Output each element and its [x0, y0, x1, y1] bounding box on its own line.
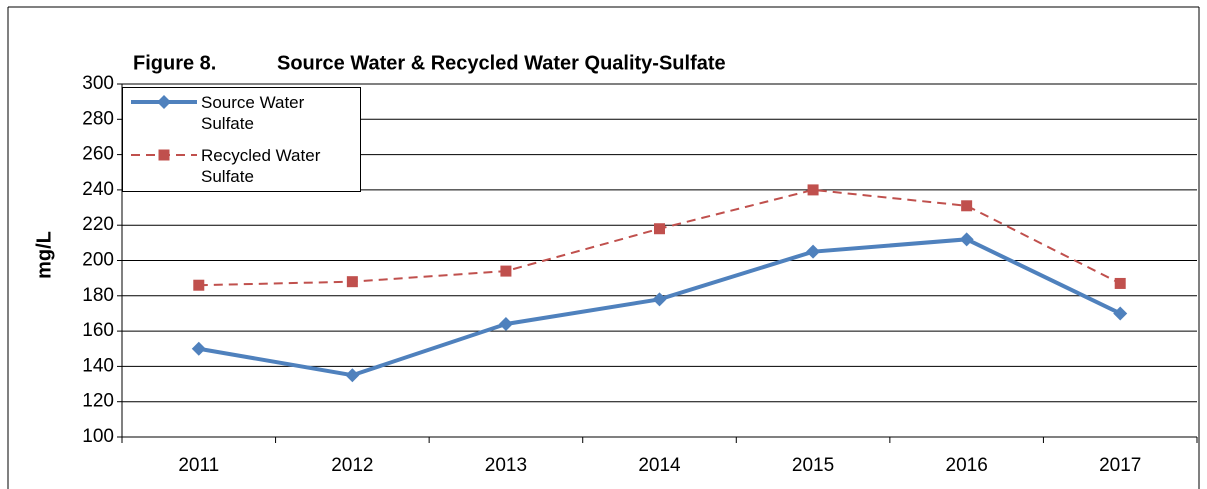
x-tick-label: 2014	[638, 455, 681, 476]
marker	[959, 232, 974, 247]
y-tick-label: 240	[82, 179, 114, 200]
legend-label: Source Water Sulfate	[201, 93, 305, 133]
marker	[157, 95, 171, 109]
y-tick-label: 120	[82, 391, 114, 412]
marker	[191, 341, 206, 356]
y-tick-label: 100	[82, 426, 114, 447]
y-tick-label: 200	[82, 250, 114, 271]
y-tick-label: 220	[82, 214, 114, 235]
y-tick-label: 300	[82, 73, 114, 94]
y-tick-label: 260	[82, 144, 114, 165]
figure-label: Figure 8.	[133, 52, 216, 74]
marker	[652, 292, 667, 307]
marker	[500, 265, 512, 277]
x-tick-label: 2016	[946, 455, 988, 476]
chart-title: Source Water & Recycled Water Quality-Su…	[277, 52, 726, 74]
marker	[654, 223, 665, 235]
series-line	[198, 188, 1121, 287]
y-tick-label: 280	[82, 108, 114, 129]
y-axis-label: mg/L	[33, 231, 55, 279]
x-tick-label: 2013	[485, 455, 527, 476]
x-tick-label: 2015	[792, 455, 834, 476]
legend-label: Recycled Water Sulfate	[201, 146, 321, 186]
marker	[193, 279, 205, 291]
marker	[346, 276, 358, 288]
series-line	[198, 237, 1122, 378]
marker	[807, 184, 819, 196]
x-tick-label: 2011	[178, 455, 219, 476]
marker	[345, 368, 360, 383]
y-tick-label: 180	[82, 285, 114, 306]
legend: Source Water Sulfate Recycled Water Sulfa…	[122, 87, 361, 192]
y-tick-label: 140	[82, 355, 114, 376]
marker	[158, 149, 170, 161]
x-tick-label: 2017	[1099, 455, 1141, 476]
legend-swatch	[131, 149, 197, 161]
marker	[1113, 306, 1128, 321]
marker	[1114, 277, 1126, 289]
legend-swatch	[131, 95, 197, 109]
y-tick-label: 160	[82, 320, 114, 341]
x-tick-label: 2012	[331, 455, 373, 476]
marker	[498, 317, 513, 332]
marker	[806, 244, 821, 259]
marker	[961, 200, 973, 212]
